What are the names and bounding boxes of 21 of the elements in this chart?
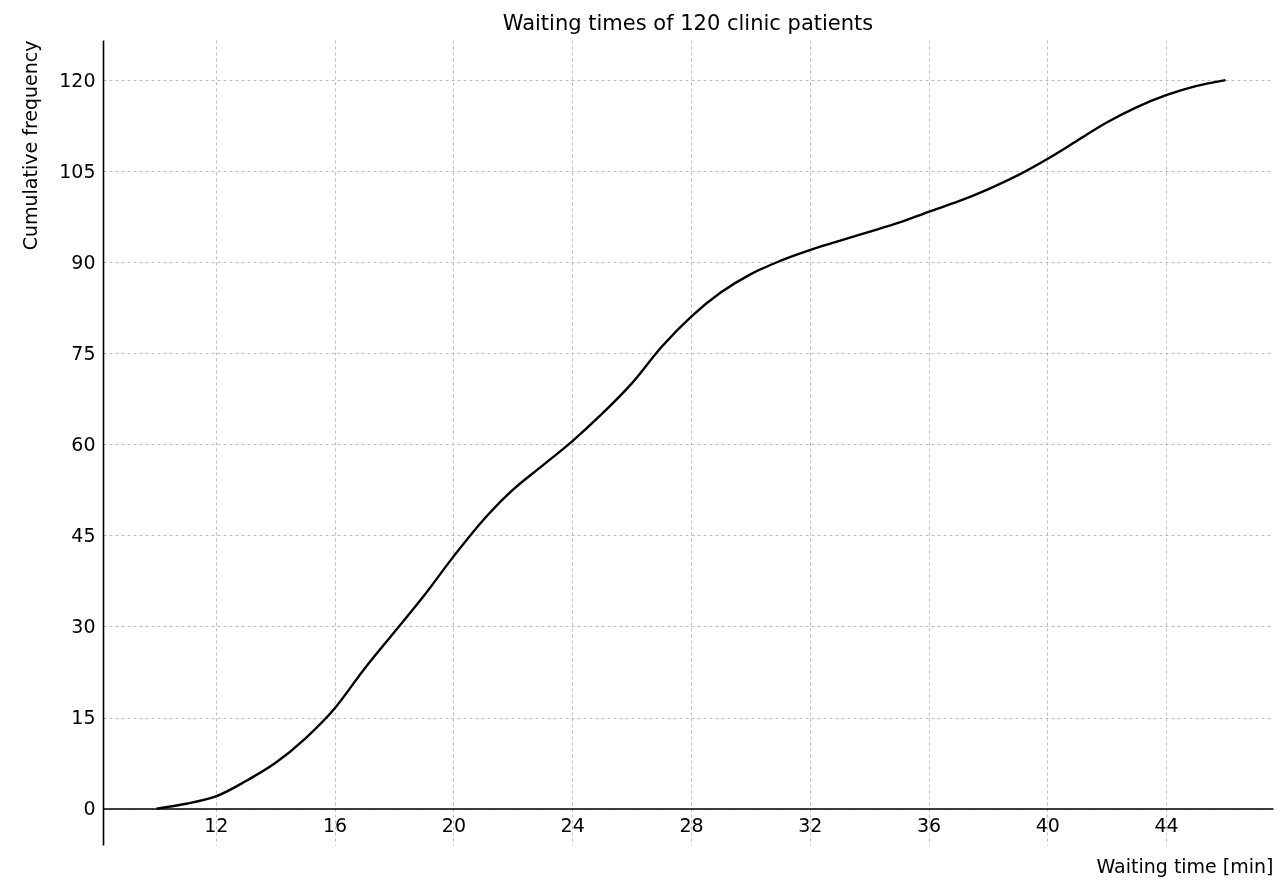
x-tick-label: 28 [679, 814, 704, 837]
y-tick-label: 60 [71, 432, 96, 455]
x-tick-label: 32 [798, 814, 823, 837]
x-tick-label: 20 [441, 814, 466, 837]
y-tick-label: 105 [59, 159, 96, 182]
y-tick-label: 30 [71, 614, 96, 637]
x-tick-label: 44 [1154, 814, 1179, 837]
y-tick-label: 75 [71, 341, 96, 364]
y-tick-label: 90 [71, 250, 96, 273]
x-axis-title: Waiting time [min] [1096, 855, 1274, 878]
x-tick-label: 12 [204, 814, 229, 837]
x-tick-label: 36 [916, 814, 942, 837]
y-tick-label: 15 [71, 706, 96, 729]
chart-title: Waiting times of 120 clinic patients [502, 11, 874, 35]
x-tick-label: 24 [560, 814, 585, 837]
y-tick-label: 0 [83, 797, 96, 820]
y-tick-label: 120 [59, 68, 96, 91]
y-axis-title: Cumulative frequency [19, 40, 42, 251]
y-tick-label: 45 [71, 523, 96, 546]
x-tick-label: 16 [323, 814, 348, 837]
x-tick-label: 40 [1035, 814, 1060, 837]
